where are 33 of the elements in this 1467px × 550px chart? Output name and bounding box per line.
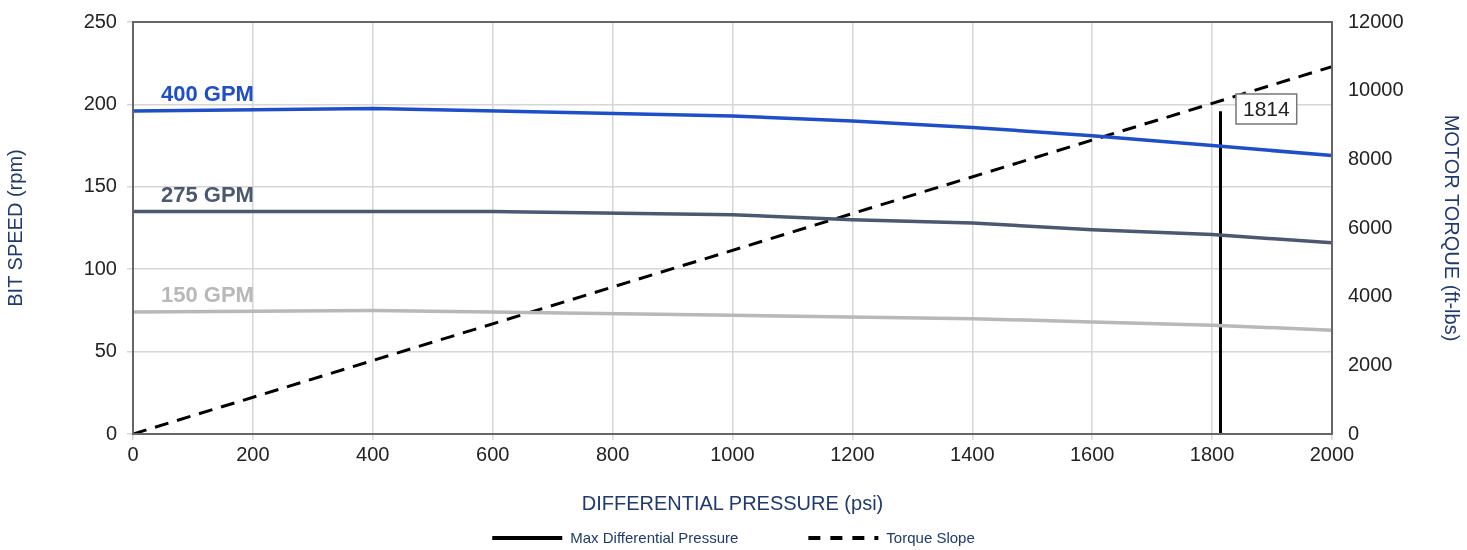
x-tick-label: 400 [356,442,390,465]
x-tick-label: 1400 [950,442,995,465]
y-axis-title: BIT SPEED (rpm) [3,149,26,307]
series-label: 150 GPM [161,282,254,308]
x-tick-label: 600 [476,442,510,465]
x-tick-label: 200 [236,442,270,465]
y2-tick-label: 0 [1348,421,1360,444]
series-label: 400 GPM [161,80,254,106]
annotation: 1814 [1243,96,1291,120]
y2-tick-label: 6000 [1348,215,1393,238]
x-tick-label: 1600 [1069,442,1115,465]
y2-tick-label: 8000 [1348,146,1393,169]
x-tick-label: 2000 [1309,442,1355,465]
x-axis-title: DIFFERENTIAL PRESSURE (psi) [581,491,884,514]
y-tick-label: 50 [94,339,117,362]
x-tick-label: 1200 [830,442,875,465]
y-tick-label: 200 [83,91,117,114]
x-tick-label: 0 [127,442,139,465]
x-tick-label: 800 [595,442,630,465]
y2-tick-label: 12000 [1348,9,1404,32]
x-tick-label: 1000 [710,442,755,465]
y2-tick-label: 4000 [1348,284,1393,307]
legend-label: Torque Slope [886,529,975,547]
y-tick-label: 0 [105,421,117,444]
x-tick-label: 1800 [1189,442,1235,465]
y2-tick-label: 2000 [1348,352,1393,375]
y2-tick-label: 10000 [1348,78,1404,101]
y2-axis-title: MOTOR TORQUE (ft-lbs) [1441,114,1464,342]
y-tick-label: 150 [83,174,117,197]
y-tick-label: 250 [83,9,117,32]
series-label: 275 GPM [161,181,254,207]
y-tick-label: 100 [83,256,117,279]
legend-label: Max Differential Pressure [570,529,739,547]
